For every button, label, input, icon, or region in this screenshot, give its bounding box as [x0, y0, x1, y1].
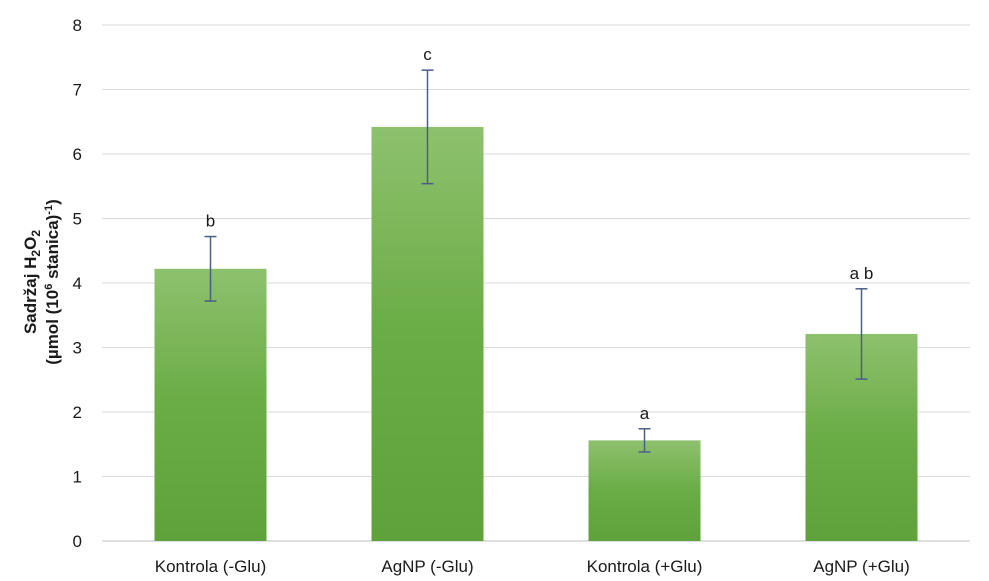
significance-label: a	[640, 404, 650, 423]
y-axis-ticks: 0 1 2 3 4 5 6 7 8	[73, 16, 82, 551]
x-tick-label: Kontrola (-Glu)	[155, 557, 266, 576]
bar	[154, 268, 267, 541]
significance-labels: b c a a b	[206, 45, 874, 423]
bars	[154, 126, 918, 541]
x-axis-ticks: Kontrola (-Glu) AgNP (-Glu) Kontrola (+Glu…	[155, 557, 910, 576]
significance-label: b	[206, 212, 215, 231]
y-tick-label: 7	[73, 81, 82, 100]
y-tick-label: 4	[73, 274, 82, 293]
x-tick-label: AgNP (+Glu)	[813, 557, 910, 576]
y-tick-label: 5	[73, 210, 82, 229]
y-axis-title-line2: (µmol (106 stanica)-1)	[43, 199, 62, 365]
significance-label: a b	[850, 264, 874, 283]
y-tick-label: 2	[73, 403, 82, 422]
y-tick-label: 6	[73, 145, 82, 164]
y-tick-label: 0	[73, 532, 82, 551]
y-tick-label: 3	[73, 339, 82, 358]
x-tick-label: AgNP (-Glu)	[381, 557, 473, 576]
y-axis-title-line1: Sadržaj H2O2	[21, 230, 43, 334]
y-tick-label: 1	[73, 468, 82, 487]
error-bars	[204, 69, 868, 453]
x-tick-label: Kontrola (+Glu)	[587, 557, 703, 576]
significance-label: c	[423, 45, 432, 64]
y-tick-label: 8	[73, 16, 82, 35]
y-axis-title: Sadržaj H2O2 (µmol (106 stanica)-1)	[21, 199, 62, 365]
bar	[588, 440, 701, 541]
bar	[371, 126, 484, 541]
